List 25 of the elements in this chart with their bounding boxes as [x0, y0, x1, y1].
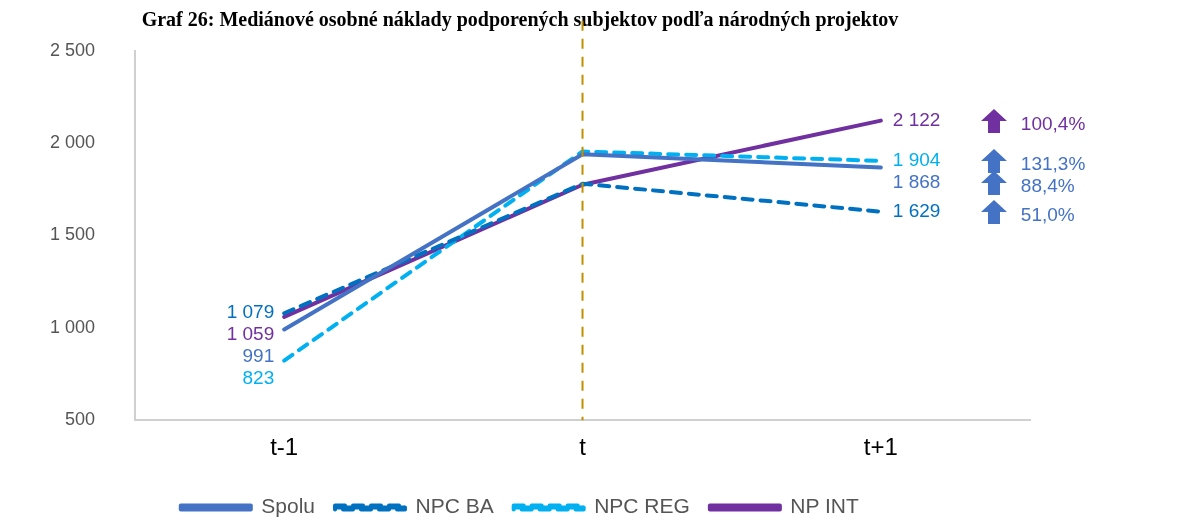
data-label: 1 079 — [226, 301, 275, 323]
data-label: 823 — [242, 367, 275, 389]
legend-label: NPC REG — [594, 494, 690, 518]
data-label: 1 629 — [892, 199, 941, 221]
legend-label: NP INT — [790, 494, 859, 518]
data-label: 1 904 — [892, 149, 941, 171]
data-label: 991 — [242, 345, 275, 367]
x-tick-label: t-1 — [270, 433, 299, 461]
x-tick-label: t — [579, 433, 587, 461]
legend-label: Spolu — [261, 494, 316, 518]
data-label: 1 868 — [892, 171, 941, 193]
annotation: 51,0% — [1020, 203, 1075, 225]
y-tick-label: 2 000 — [50, 132, 96, 153]
y-tick-label: 1 000 — [50, 316, 96, 337]
y-tick-label: 1 500 — [50, 224, 96, 245]
x-tick-label: t+1 — [863, 433, 898, 461]
annotation: 131,3% — [1020, 153, 1086, 175]
data-label: 2 122 — [892, 108, 941, 130]
y-tick-label: 2 500 — [50, 39, 96, 60]
y-tick-label: 500 — [65, 409, 96, 430]
data-label: 1 059 — [226, 323, 275, 345]
annotation: 100,4% — [1020, 112, 1086, 134]
annotation: 88,4% — [1020, 175, 1075, 197]
chart-title: Graf 26: Mediánové osobné náklady podporených subjektov podľa národných projektov — [141, 7, 899, 31]
legend-label: NPC BA — [415, 494, 494, 518]
